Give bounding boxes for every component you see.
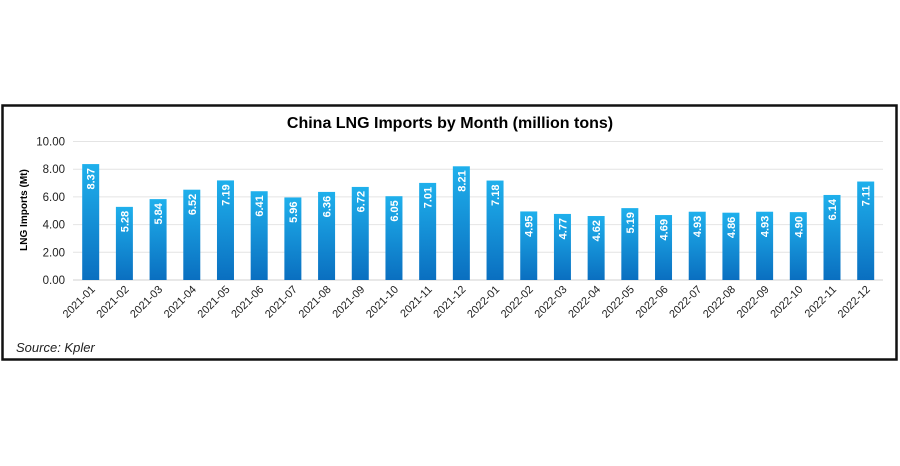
data-label: 7.01 <box>423 187 435 208</box>
bar <box>419 182 437 280</box>
bar <box>149 199 167 280</box>
data-label: 5.96 <box>288 201 300 222</box>
data-label: 4.77 <box>557 218 569 239</box>
data-label: 7.18 <box>490 185 502 206</box>
y-axis-label: LNG Imports (Mt) <box>19 169 30 251</box>
data-label: 6.41 <box>254 195 266 216</box>
data-label: 6.52 <box>187 194 199 215</box>
bar <box>553 213 571 280</box>
bar <box>385 196 403 280</box>
y-tick-label: 6.00 <box>43 192 65 204</box>
y-tick-label: 4.00 <box>43 220 65 232</box>
bar <box>216 180 234 280</box>
y-tick-label: 2.00 <box>43 247 65 259</box>
bar <box>823 194 841 280</box>
data-label: 7.19 <box>220 184 232 205</box>
bar <box>318 191 336 280</box>
data-label: 4.62 <box>591 220 603 241</box>
bar <box>183 189 201 280</box>
data-label: 4.86 <box>726 217 738 238</box>
bar <box>82 164 100 280</box>
bar <box>756 211 774 280</box>
data-label: 7.11 <box>861 186 873 207</box>
data-label: 6.05 <box>389 200 401 221</box>
data-label: 4.95 <box>524 215 536 236</box>
data-label: 6.14 <box>827 198 839 220</box>
data-label: 6.72 <box>355 191 367 212</box>
bar <box>857 181 875 280</box>
data-label: 8.21 <box>456 170 468 191</box>
bar <box>351 186 369 280</box>
chart-title: China LNG Imports by Month (million tons… <box>287 115 613 132</box>
bar <box>486 180 504 280</box>
data-label: 5.19 <box>625 212 637 233</box>
source-note: Source: Kpler <box>16 340 95 355</box>
data-label: 4.90 <box>793 216 805 237</box>
bar <box>520 211 538 280</box>
data-label: 4.69 <box>659 219 671 240</box>
y-tick-label: 8.00 <box>43 164 65 176</box>
y-tick-label: 0.00 <box>43 275 65 287</box>
data-label: 4.93 <box>692 216 704 237</box>
bar <box>284 197 302 280</box>
bar <box>789 212 807 280</box>
data-label: 6.36 <box>322 196 334 217</box>
bar <box>688 211 706 280</box>
bar <box>115 206 133 280</box>
bar <box>587 216 605 280</box>
data-label: 8.37 <box>86 168 98 189</box>
bar <box>655 215 673 280</box>
bar <box>452 166 470 280</box>
data-label: 5.84 <box>153 202 165 224</box>
data-label: 5.28 <box>119 211 131 232</box>
bar <box>250 191 268 280</box>
y-tick-label: 10.00 <box>36 137 65 149</box>
bar <box>722 212 740 280</box>
data-label: 4.93 <box>760 216 772 237</box>
bar <box>621 208 639 280</box>
